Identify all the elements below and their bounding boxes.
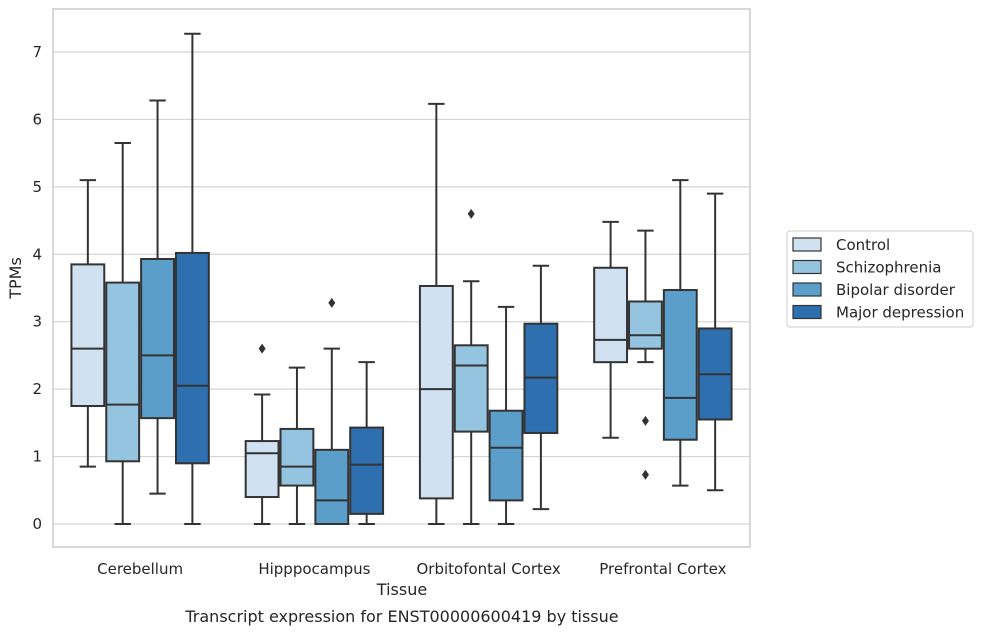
outlier-point-1 (641, 415, 649, 426)
box-4-2 (628, 229, 663, 480)
legend-label-1: Control (836, 236, 890, 254)
y-tick-label-5: 5 (32, 178, 42, 196)
box-body (488, 409, 524, 502)
outlier-point-2 (641, 469, 649, 480)
box-1-2 (105, 142, 141, 525)
legend-label-3: Bipolar disorder (836, 281, 956, 299)
box-4-4 (697, 192, 733, 492)
box-4-3 (662, 179, 698, 487)
y-tick-label-7: 7 (32, 43, 42, 61)
y-tick-label-4: 4 (32, 245, 42, 263)
y-tick-label-3: 3 (32, 313, 42, 331)
box-body (174, 251, 210, 465)
box-body (628, 300, 663, 350)
box-body (349, 426, 385, 515)
box-1-4 (174, 32, 210, 525)
legend-label-2: Schizophrenia (836, 259, 941, 277)
box-body (662, 289, 698, 441)
box-body (105, 281, 141, 463)
y-tick-label-0: 0 (32, 515, 42, 533)
outlier-point-1 (258, 343, 266, 354)
y-axis-label: TPMs (6, 257, 25, 300)
box-body (279, 427, 315, 487)
box-body (593, 266, 629, 364)
box-3-2 (453, 208, 489, 525)
legend-frame (786, 230, 974, 328)
chart-caption: Transcript expression for ENST0000060041… (184, 607, 618, 626)
x-tick-label-1: Cerebellum (97, 560, 183, 578)
legend-label-4: Major depression (836, 304, 964, 322)
legend-swatch-2 (792, 259, 822, 275)
y-tick-label-1: 1 (32, 448, 42, 466)
x-tick-label-3: Orbitofontal Cortex (417, 560, 561, 578)
box-2-3 (314, 297, 350, 526)
box-3-1 (418, 102, 454, 525)
x-tick-label-2: Hipppocampus (258, 560, 370, 578)
boxes (70, 32, 733, 526)
box-3-3 (488, 305, 524, 525)
box-body (70, 263, 106, 407)
outlier-point-1 (467, 208, 475, 219)
legend-swatch-3 (792, 282, 822, 297)
legend-swatch-1 (792, 237, 822, 252)
box-4-1 (593, 220, 629, 439)
box-body (418, 284, 454, 500)
y-tick-labels: 0 1 2 3 4 5 6 7 (32, 43, 42, 533)
legend-swatch-4 (792, 304, 822, 320)
x-axis-label: Tissue (376, 580, 427, 599)
box-1-1 (70, 179, 106, 468)
box-body (140, 258, 175, 420)
box-body (453, 344, 489, 433)
x-tick-label-4: Prefrontal Cortex (599, 560, 726, 578)
box-body (244, 440, 280, 499)
legend: Control Schizophrenia Bipolar disorder Majo… (786, 230, 974, 328)
x-tick-labels: Cerebellum Hipppocampus Orbitofontal Corte… (97, 560, 726, 578)
box-body (314, 448, 350, 526)
box-2-2 (279, 366, 315, 525)
box-1-3 (140, 99, 175, 495)
outlier-point-1 (328, 297, 336, 308)
y-tick-label-6: 6 (32, 110, 42, 128)
plot-frame (52, 8, 751, 548)
box-3-4 (523, 264, 559, 511)
box-2-1 (244, 343, 280, 525)
box-2-4 (349, 361, 385, 525)
y-tick-label-2: 2 (32, 380, 42, 398)
